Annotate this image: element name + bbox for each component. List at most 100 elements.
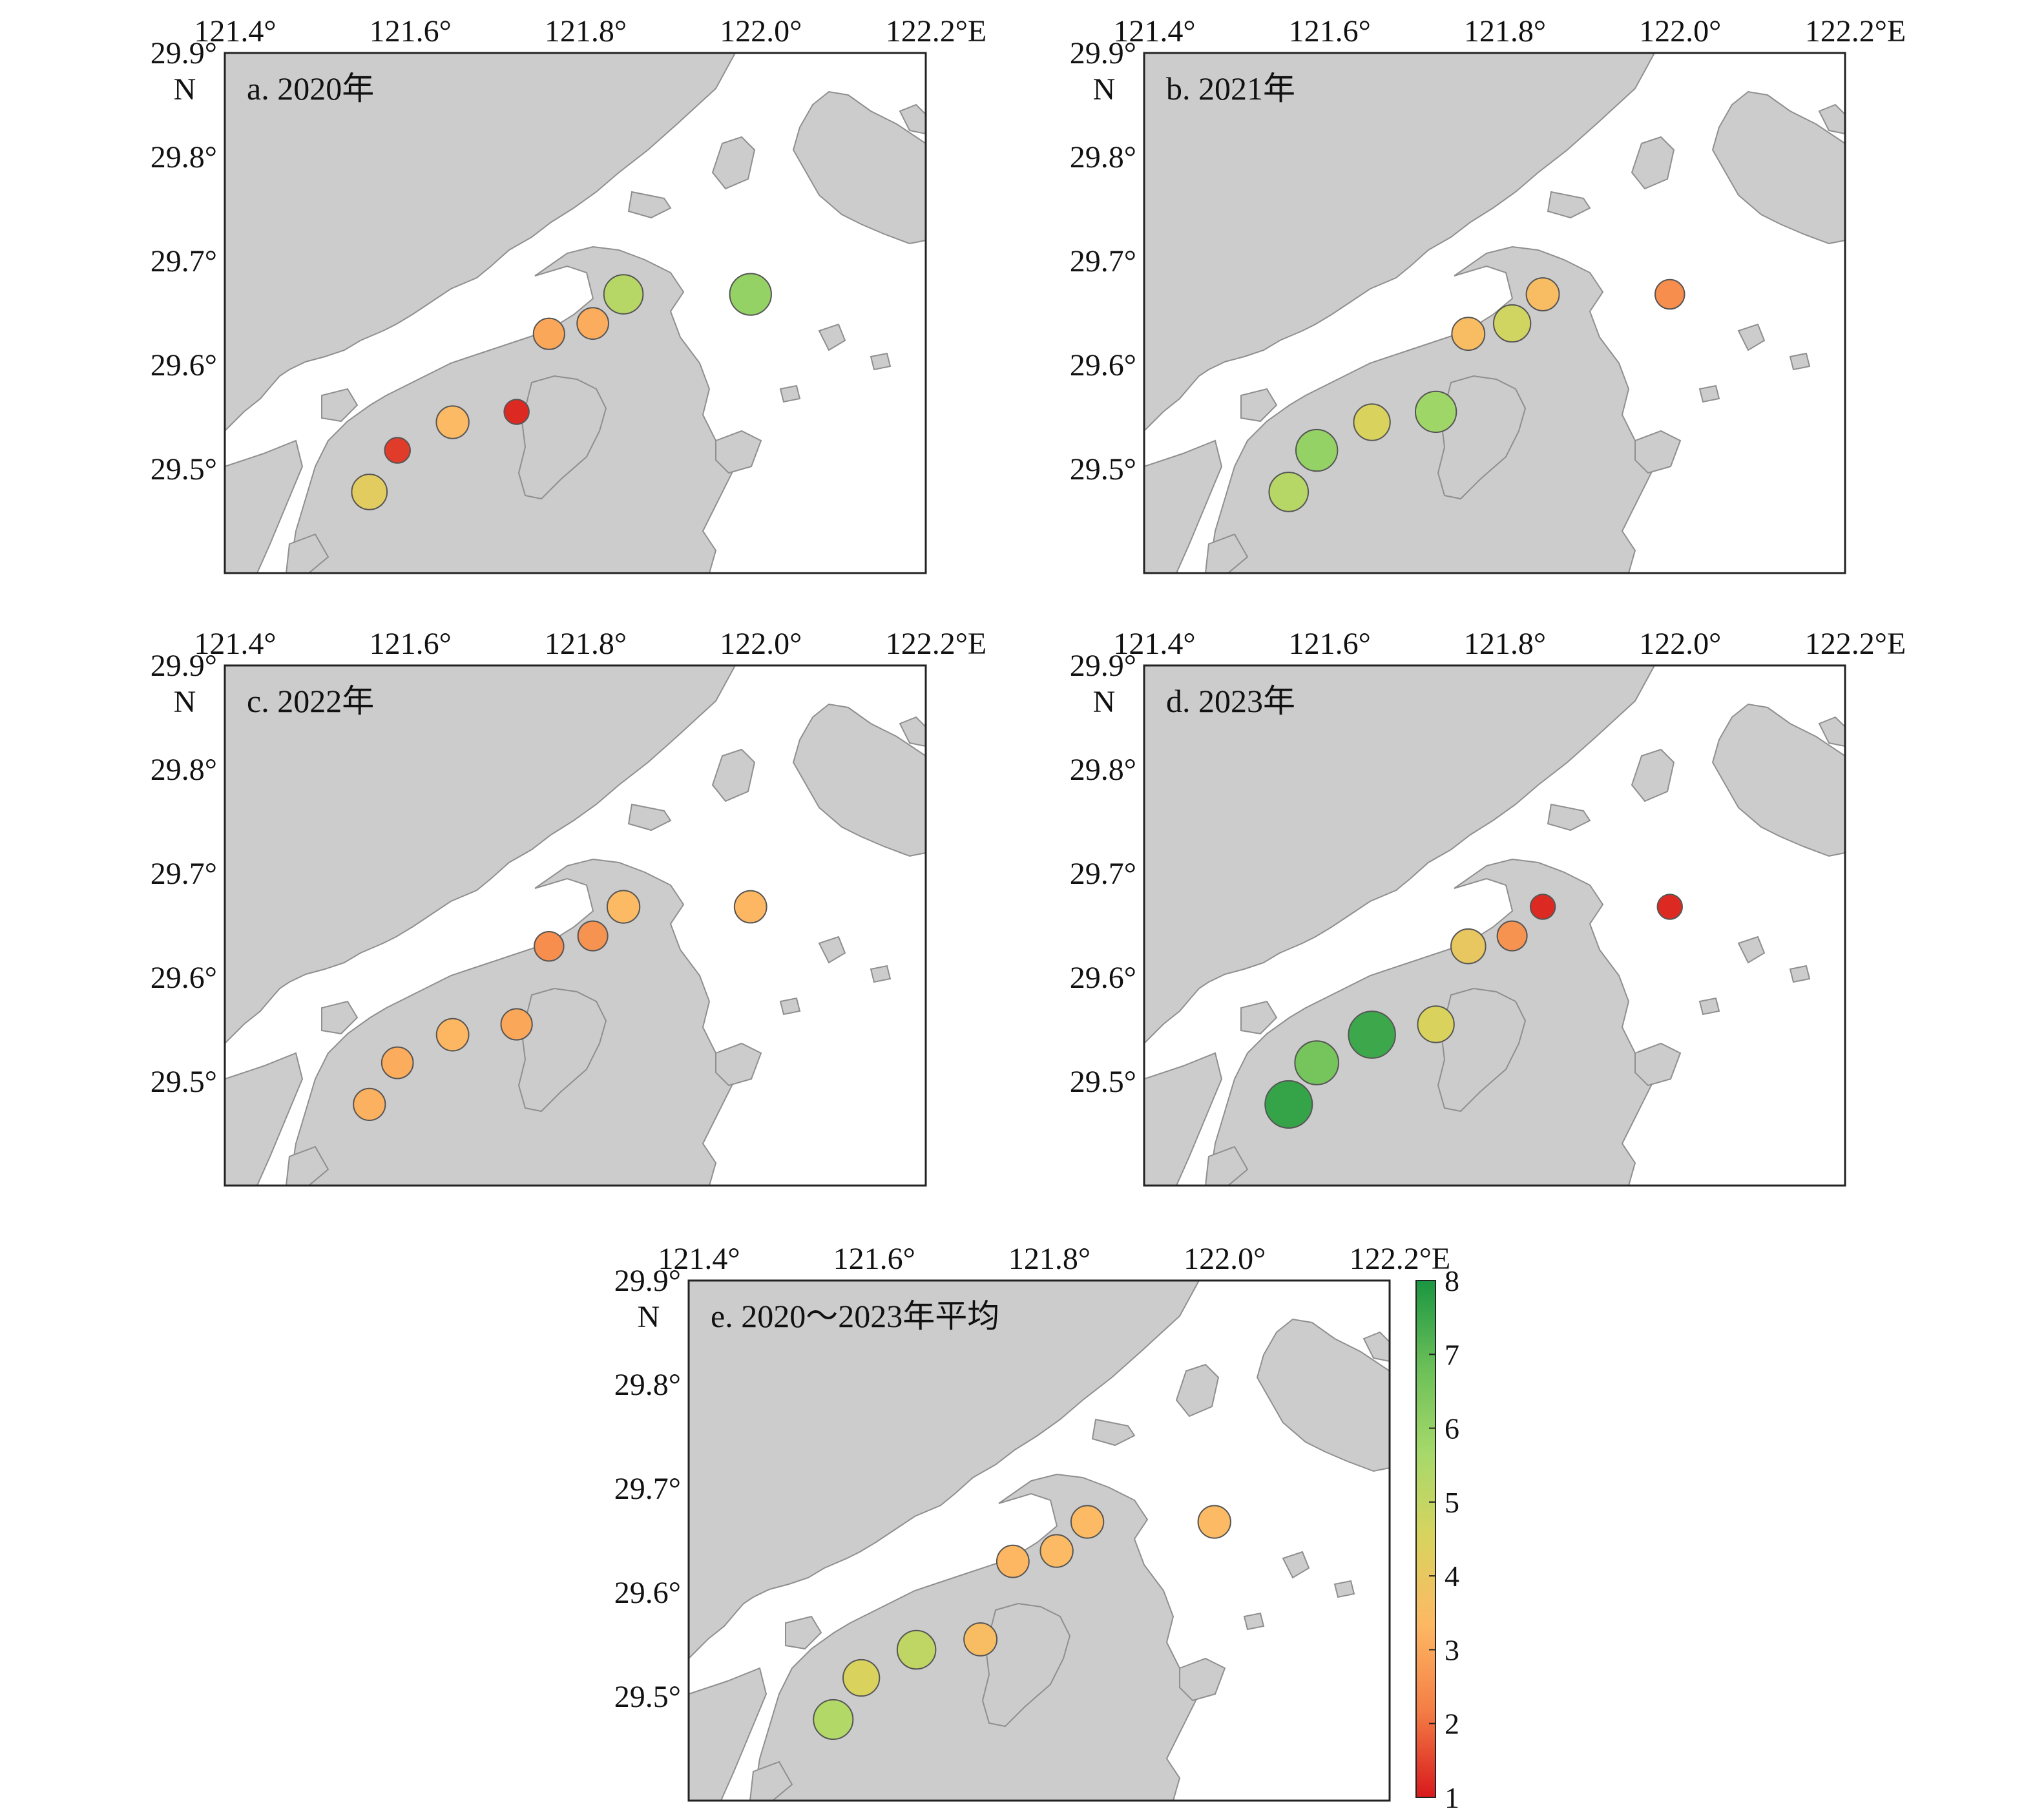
station-marker: [1268, 472, 1310, 512]
lat-tick-label: 29.9°: [151, 36, 217, 70]
land-polygon: [1698, 384, 1720, 403]
colorbar-tick-label: 2: [1445, 1708, 1459, 1741]
station-marker: [1525, 277, 1560, 311]
land-polygon: [1437, 375, 1527, 500]
lon-tick-label: 121.6°: [1289, 627, 1371, 661]
station-marker: [1496, 920, 1528, 952]
land-polygon: [627, 803, 672, 832]
land-polygon: [1204, 1145, 1249, 1186]
lat-tick-label: 29.6°: [151, 961, 217, 995]
map-panel: e. 2020～2023年平均 121.4° 121.6° 121.8° 122.0° 1…: [614, 1242, 1451, 1802]
map-frame: [224, 52, 927, 574]
lat-tick-label: 29.5°: [1070, 452, 1136, 486]
lon-tick-label: 122.2°E: [1805, 627, 1906, 661]
station-marker: [729, 273, 772, 316]
colorbar-tick-label: 6: [1445, 1412, 1459, 1445]
land-polygon: [779, 997, 801, 1016]
station-marker: [1294, 1040, 1340, 1085]
station-marker: [1264, 1080, 1313, 1129]
lon-tick-label: 121.4°: [194, 14, 276, 48]
lon-tick-label: 121.8°: [545, 627, 627, 661]
lon-tick-label: 121.8°: [545, 14, 627, 48]
map-panel: b. 2021年 121.4° 121.6° 121.8° 122.0° 122.2°E 2…: [1070, 14, 1906, 574]
colorbar-tick-label: 8: [1445, 1264, 1459, 1297]
station-marker: [353, 1087, 386, 1122]
station-marker: [1070, 1505, 1105, 1539]
lon-tick-label: 122.0°: [1639, 14, 1721, 48]
lat-tick-label: 29.7°: [151, 244, 217, 278]
map-frame: [224, 664, 927, 1187]
station-marker: [576, 307, 609, 340]
land-polygon: [1737, 936, 1766, 964]
station-marker: [577, 920, 609, 952]
lat-tick-label: 29.6°: [614, 1576, 681, 1610]
land-polygon: [1631, 136, 1675, 190]
colorbar-scale: [1415, 1280, 1436, 1798]
land-polygon: [285, 533, 329, 574]
land-polygon: [627, 191, 672, 219]
lon-tick-label: 122.2°E: [886, 14, 987, 48]
station-marker: [813, 1699, 854, 1740]
land-polygon: [1091, 1418, 1136, 1447]
lat-tick-label: 29.6°: [1070, 961, 1136, 995]
station-marker: [1295, 428, 1339, 472]
lat-tick-label: 29.7°: [1070, 244, 1136, 278]
station-marker: [603, 274, 644, 315]
lon-tick-label: 121.8°: [1464, 627, 1546, 661]
land-polygon: [715, 1042, 762, 1087]
lat-tick-label: 29.6°: [1070, 348, 1136, 382]
station-marker: [351, 474, 388, 510]
lon-tick-label: 121.4°: [1113, 14, 1195, 48]
lon-tick-label: 121.8°: [1008, 1242, 1091, 1276]
lat-tick-label: 29.8°: [151, 140, 217, 174]
panel-title: d. 2023年: [1166, 683, 1295, 719]
land-polygon: [1204, 533, 1249, 574]
land-polygon: [285, 1145, 329, 1186]
land-polygon: [1333, 1580, 1355, 1598]
land-polygon: [711, 136, 756, 190]
colorbar-ticks: 8 7 6 5 4 3 2 1: [1429, 1264, 1459, 1814]
panel-title: e. 2020～2023年平均: [711, 1298, 999, 1334]
station-marker: [532, 317, 565, 350]
land-polygon: [1143, 52, 1656, 433]
lat-tick-label: 29.9°: [614, 1264, 681, 1298]
map-panel: a. 2020年 121.4° 121.6° 121.8° 122.0° 122.2°E 2…: [151, 14, 987, 574]
map-frame: [1143, 664, 1846, 1187]
land-polygon: [224, 52, 736, 433]
lat-tick-label: 29.9°: [151, 649, 217, 683]
lon-tick-label: 122.2°E: [1350, 1242, 1451, 1276]
land-polygon: [1179, 1657, 1226, 1702]
lat-tick-label: 29.8°: [1070, 753, 1136, 787]
land-polygon: [517, 375, 607, 500]
lat-unit-label: N: [1093, 685, 1116, 719]
lat-tick-label: 29.5°: [151, 1065, 217, 1099]
map-panel: c. 2022年 121.4° 121.6° 121.8° 122.0° 122.2°E 2…: [151, 627, 986, 1187]
lat-unit-label: N: [174, 72, 196, 107]
land-polygon: [1143, 665, 1656, 1045]
colorbar-tick-label: 5: [1445, 1486, 1459, 1519]
land-polygon: [224, 665, 736, 1045]
lat-tick-label: 29.5°: [614, 1680, 681, 1714]
land-polygon: [1789, 352, 1811, 371]
colorbar-tick-label: 3: [1445, 1633, 1459, 1666]
station-marker: [435, 1018, 470, 1052]
land-polygon: [981, 1602, 1071, 1728]
station-marker: [503, 399, 530, 425]
land-polygon: [1789, 965, 1811, 983]
station-marker: [606, 890, 641, 924]
panel-title: b. 2021年: [1166, 70, 1295, 107]
lon-tick-label: 121.4°: [1113, 627, 1195, 661]
map-frame: [1143, 52, 1846, 574]
land-polygon: [1282, 1551, 1310, 1579]
station-marker: [1039, 1534, 1074, 1568]
land-polygon: [1634, 430, 1682, 474]
land-polygon: [711, 748, 756, 802]
lat-tick-label: 29.8°: [614, 1368, 681, 1402]
land-polygon: [1547, 191, 1591, 219]
lon-tick-label: 121.6°: [1289, 14, 1371, 48]
lat-unit-label: N: [638, 1300, 660, 1334]
land-polygon: [321, 1000, 359, 1035]
land-polygon: [779, 384, 801, 403]
station-marker: [1197, 1505, 1231, 1539]
